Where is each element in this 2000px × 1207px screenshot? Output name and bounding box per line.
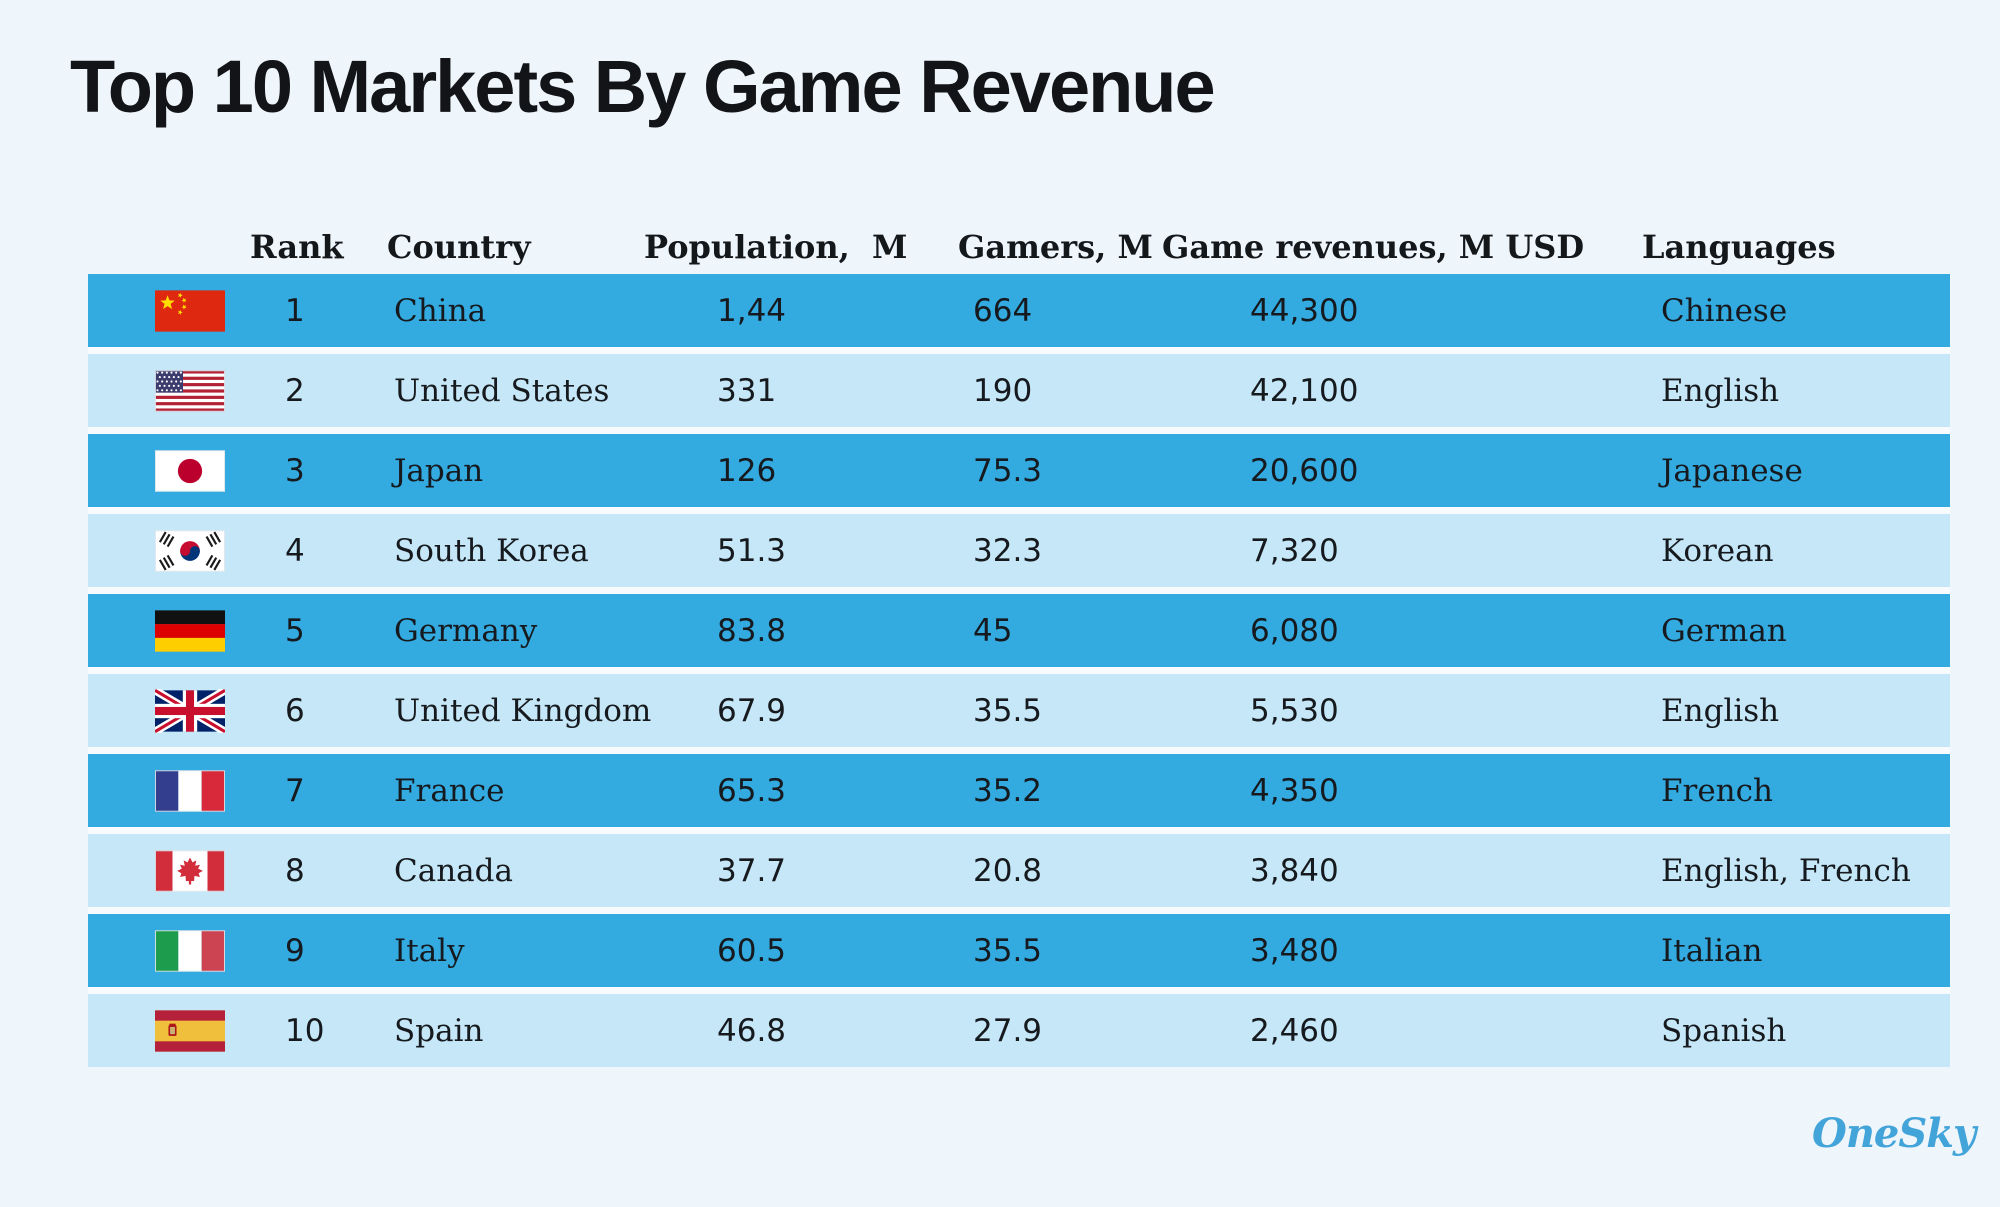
cell-gamers: 32.3 [973,532,1043,569]
cell-languages: Italian [1661,932,1763,969]
cell-languages: Korean [1661,532,1774,569]
cell-languages: English [1661,692,1780,729]
cell-gamers: 75.3 [973,452,1043,489]
cell-gamers: 664 [973,292,1033,329]
flag-france-icon [88,769,225,813]
flag-italy-icon [88,929,225,973]
table-row: 7 France 65.3 35.2 4,350 French [88,754,1950,827]
cell-gamers: 190 [973,372,1033,409]
cell-population: 37.7 [717,852,787,889]
cell-country: United Kingdom [394,692,652,729]
cell-rank: 4 [285,532,305,569]
table-row: 4 South Korea 51.3 32.3 7,320 Korean [88,514,1950,587]
flag-japan-icon [88,449,225,493]
table-row: 1 China 1,44 664 44,300 Chinese [88,274,1950,347]
cell-rank: 10 [285,1012,325,1049]
cell-country: South Korea [394,532,589,569]
cell-revenue: 3,480 [1250,932,1339,969]
table-row: 10 Spain 46.8 27.9 2,460 Spanish [88,994,1950,1067]
cell-gamers: 35.2 [973,772,1043,809]
cell-revenue: 3,840 [1250,852,1339,889]
cell-gamers: 20.8 [973,852,1043,889]
cell-languages: English [1661,372,1780,409]
cell-revenue: 20,600 [1250,452,1359,489]
cell-languages: German [1661,612,1787,649]
flag-united-kingdom-icon [88,688,225,733]
cell-population: 83.8 [717,612,787,649]
flag-spain-icon [88,1009,225,1053]
cell-country: France [394,772,505,809]
markets-table: Rank Country Population, M Gamers, M Gam… [88,219,1950,1067]
cell-population: 67.9 [717,692,787,729]
cell-population: 51.3 [717,532,787,569]
cell-revenue: 4,350 [1250,772,1339,809]
cell-gamers: 45 [973,612,1013,649]
cell-languages: Spanish [1661,1012,1787,1049]
cell-population: 65.3 [717,772,787,809]
cell-country: China [394,292,487,329]
cell-languages: French [1661,772,1773,809]
cell-languages: Japanese [1661,452,1803,489]
cell-rank: 2 [285,372,305,409]
cell-population: 60.5 [717,932,787,969]
flag-germany-icon [88,609,225,653]
header-game-revenues: Game revenues, M USD [1162,227,1585,266]
cell-gamers: 35.5 [973,932,1043,969]
cell-rank: 3 [285,452,305,489]
cell-revenue: 42,100 [1250,372,1359,409]
header-country: Country [387,227,531,266]
page-title: Top 10 Markets By Game Revenue [70,45,1216,128]
cell-population: 46.8 [717,1012,787,1049]
cell-country: United States [394,372,610,409]
table-rows: 1 China 1,44 664 44,300 Chinese 2 United States… [88,274,1950,1067]
table-row: 6 United Kingdom 67.9 35.5 5,530 English [88,674,1950,747]
cell-rank: 8 [285,852,305,889]
cell-country: Germany [394,612,538,649]
table-row: 2 United States 331 190 42,100 English [88,354,1950,427]
table-row: 9 Italy 60.5 35.5 3,480 Italian [88,914,1950,987]
cell-rank: 1 [285,292,305,329]
cell-revenue: 2,460 [1250,1012,1339,1049]
cell-revenue: 44,300 [1250,292,1359,329]
cell-revenue: 5,530 [1250,692,1339,729]
table-row: 5 Germany 83.8 45 6,080 German [88,594,1950,667]
cell-rank: 9 [285,932,305,969]
table-header-row: Rank Country Population, M Gamers, M Gam… [88,219,1950,274]
cell-population: 126 [717,452,777,489]
cell-country: Japan [394,452,484,489]
table-row: 3 Japan 126 75.3 20,600 Japanese [88,434,1950,507]
cell-languages: Chinese [1661,292,1788,329]
header-gamers: Gamers, M [958,227,1153,266]
cell-country: Italy [394,932,465,969]
header-population: Population, M [644,227,908,266]
cell-country: Canada [394,852,513,889]
cell-rank: 7 [285,772,305,809]
cell-population: 1,44 [717,292,787,329]
cell-rank: 5 [285,612,305,649]
header-rank: Rank [250,227,344,266]
table-row: 8 Canada 37.7 20.8 3,840 English, French [88,834,1950,907]
cell-revenue: 6,080 [1250,612,1339,649]
onesky-logo: OneSky [1812,1110,1976,1157]
flag-china-icon [88,289,225,333]
cell-country: Spain [394,1012,484,1049]
cell-gamers: 35.5 [973,692,1043,729]
flag-united-states-icon [88,369,225,413]
flag-canada-icon [88,849,225,893]
cell-rank: 6 [285,692,305,729]
flag-south-korea-icon [88,529,225,573]
cell-gamers: 27.9 [973,1012,1043,1049]
cell-population: 331 [717,372,777,409]
cell-languages: English, French [1661,852,1911,889]
cell-revenue: 7,320 [1250,532,1339,569]
header-languages: Languages [1642,227,1836,266]
